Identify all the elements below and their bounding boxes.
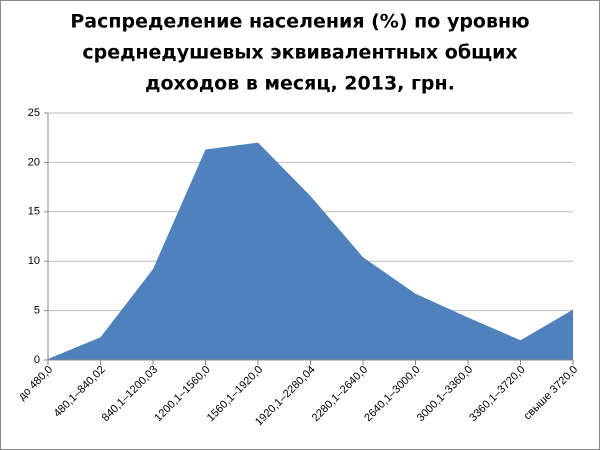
chart-title: среднедушевых эквивалентных общих <box>82 42 517 64</box>
y-tick-label: 5 <box>34 305 40 317</box>
y-tick-label: 15 <box>28 206 40 218</box>
area <box>48 142 573 360</box>
chart-title: доходов в месяц, 2013, грн. <box>145 73 455 95</box>
y-tick-label: 20 <box>28 156 40 168</box>
y-tick-label: 25 <box>28 107 40 119</box>
y-tick-label: 0 <box>34 354 40 366</box>
chart-title: Распределение населения (%) по уровню <box>70 11 529 33</box>
y-tick-label: 10 <box>28 255 40 267</box>
